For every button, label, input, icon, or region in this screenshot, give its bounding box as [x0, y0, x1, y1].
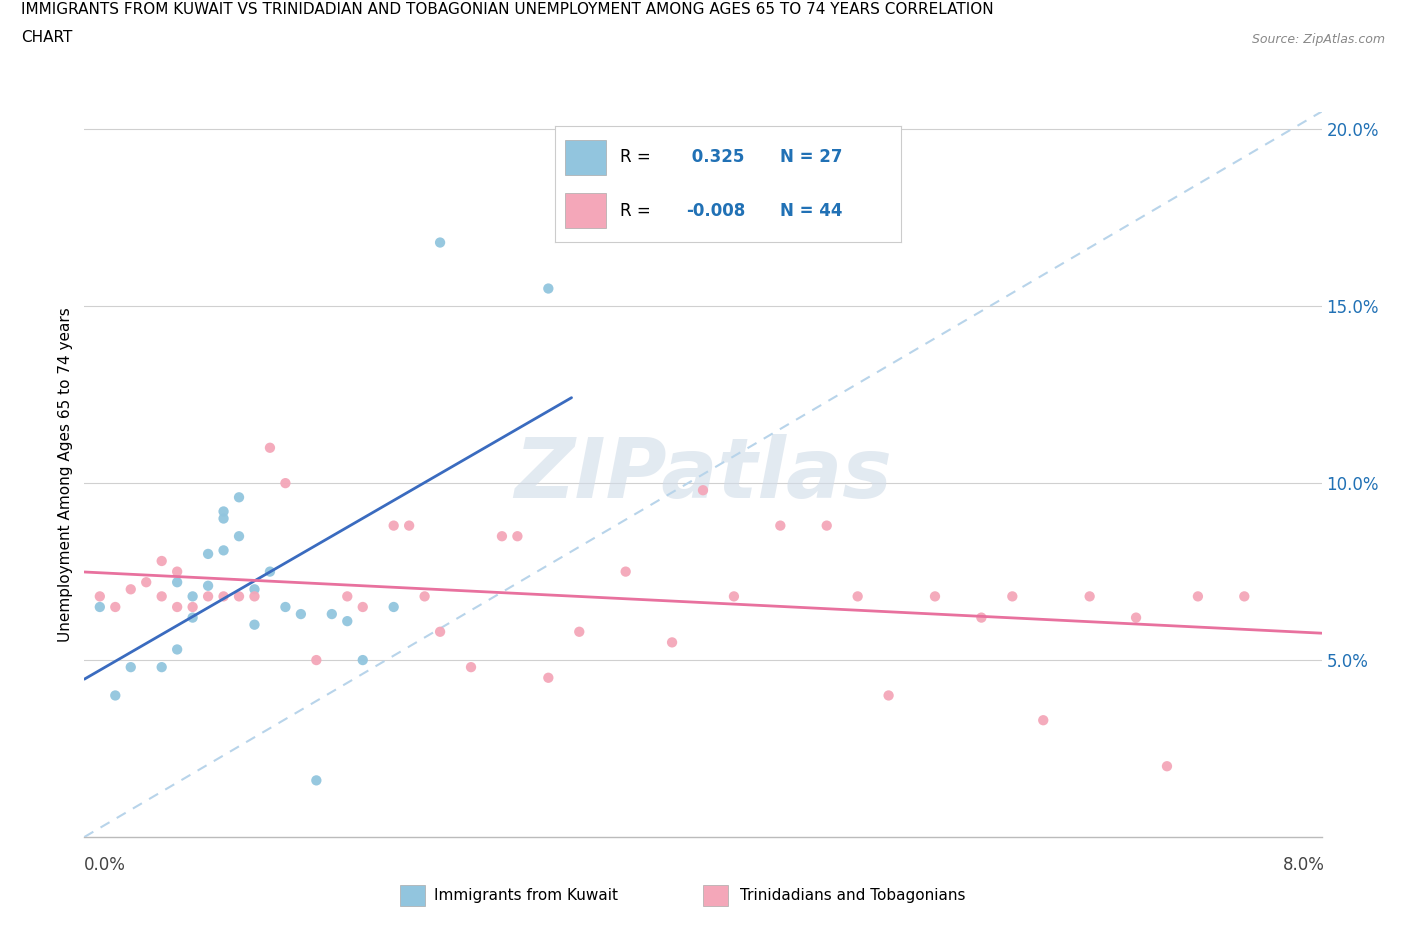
Point	[243, 618, 266, 632]
Point	[166, 600, 188, 615]
Point	[815, 518, 838, 533]
Point	[382, 518, 405, 533]
Bar	[703, 884, 728, 906]
Point	[491, 529, 513, 544]
Point	[769, 518, 792, 533]
Point	[150, 659, 173, 674]
Point	[1078, 589, 1101, 604]
Point	[274, 476, 297, 491]
Point	[924, 589, 946, 604]
Point	[568, 624, 591, 639]
Point	[89, 589, 111, 604]
Text: Source: ZipAtlas.com: Source: ZipAtlas.com	[1251, 33, 1385, 46]
Text: IMMIGRANTS FROM KUWAIT VS TRINIDADIAN AND TOBAGONIAN UNEMPLOYMENT AMONG AGES 65 : IMMIGRANTS FROM KUWAIT VS TRINIDADIAN AN…	[21, 2, 994, 17]
Point	[537, 671, 560, 685]
Point	[243, 582, 266, 597]
Point	[290, 606, 312, 621]
Point	[89, 600, 111, 615]
Point	[166, 565, 188, 579]
Point	[305, 653, 328, 668]
Bar	[399, 884, 425, 906]
Point	[228, 529, 250, 544]
Point	[661, 635, 683, 650]
Point	[1032, 712, 1054, 727]
Point	[305, 773, 328, 788]
Point	[135, 575, 157, 590]
Text: CHART: CHART	[21, 30, 73, 45]
Point	[197, 547, 219, 562]
Point	[212, 589, 235, 604]
Point	[723, 589, 745, 604]
Point	[321, 606, 343, 621]
Point	[336, 589, 359, 604]
Point	[506, 529, 529, 544]
Y-axis label: Unemployment Among Ages 65 to 74 years: Unemployment Among Ages 65 to 74 years	[58, 307, 73, 642]
Point	[150, 553, 173, 568]
Point	[398, 518, 420, 533]
Point	[212, 543, 235, 558]
Point	[352, 600, 374, 615]
Text: 0.0%: 0.0%	[84, 856, 127, 873]
Point	[1156, 759, 1178, 774]
Point	[181, 610, 204, 625]
Point	[537, 281, 560, 296]
Point	[120, 659, 142, 674]
Point	[460, 659, 482, 674]
Point	[259, 565, 281, 579]
Point	[150, 589, 173, 604]
Point	[429, 235, 451, 250]
Point	[692, 483, 714, 498]
Point	[614, 565, 637, 579]
Point	[274, 600, 297, 615]
Point	[970, 610, 993, 625]
Point	[877, 688, 900, 703]
Point	[243, 589, 266, 604]
Point	[104, 688, 127, 703]
Point	[181, 589, 204, 604]
Point	[413, 589, 436, 604]
Point	[120, 582, 142, 597]
Point	[1233, 589, 1256, 604]
Point	[104, 600, 127, 615]
Point	[352, 653, 374, 668]
Point	[336, 614, 359, 629]
Text: Immigrants from Kuwait: Immigrants from Kuwait	[434, 887, 617, 903]
Point	[846, 589, 869, 604]
Point	[1187, 589, 1209, 604]
Text: Trinidadians and Tobagonians: Trinidadians and Tobagonians	[740, 887, 966, 903]
Point	[181, 600, 204, 615]
Point	[1125, 610, 1147, 625]
Point	[382, 600, 405, 615]
Point	[166, 575, 188, 590]
Text: ZIPatlas: ZIPatlas	[515, 433, 891, 515]
Point	[212, 512, 235, 526]
Point	[259, 440, 281, 455]
Point	[1001, 589, 1024, 604]
Point	[212, 504, 235, 519]
Point	[228, 589, 250, 604]
Text: 8.0%: 8.0%	[1282, 856, 1324, 873]
Point	[197, 578, 219, 593]
Point	[429, 624, 451, 639]
Point	[166, 642, 188, 657]
Point	[228, 490, 250, 505]
Point	[197, 589, 219, 604]
